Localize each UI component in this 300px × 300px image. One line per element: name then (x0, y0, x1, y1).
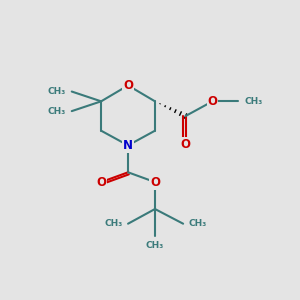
Text: O: O (123, 79, 133, 92)
Text: CH₃: CH₃ (105, 219, 123, 228)
Text: O: O (150, 176, 160, 189)
Text: CH₃: CH₃ (244, 97, 262, 106)
Text: O: O (96, 176, 106, 189)
Text: CH₃: CH₃ (47, 106, 66, 116)
Text: N: N (123, 139, 133, 152)
Text: CH₃: CH₃ (188, 219, 206, 228)
Text: O: O (208, 95, 218, 108)
Text: CH₃: CH₃ (146, 241, 164, 250)
Text: CH₃: CH₃ (47, 87, 66, 96)
Text: O: O (181, 138, 190, 151)
